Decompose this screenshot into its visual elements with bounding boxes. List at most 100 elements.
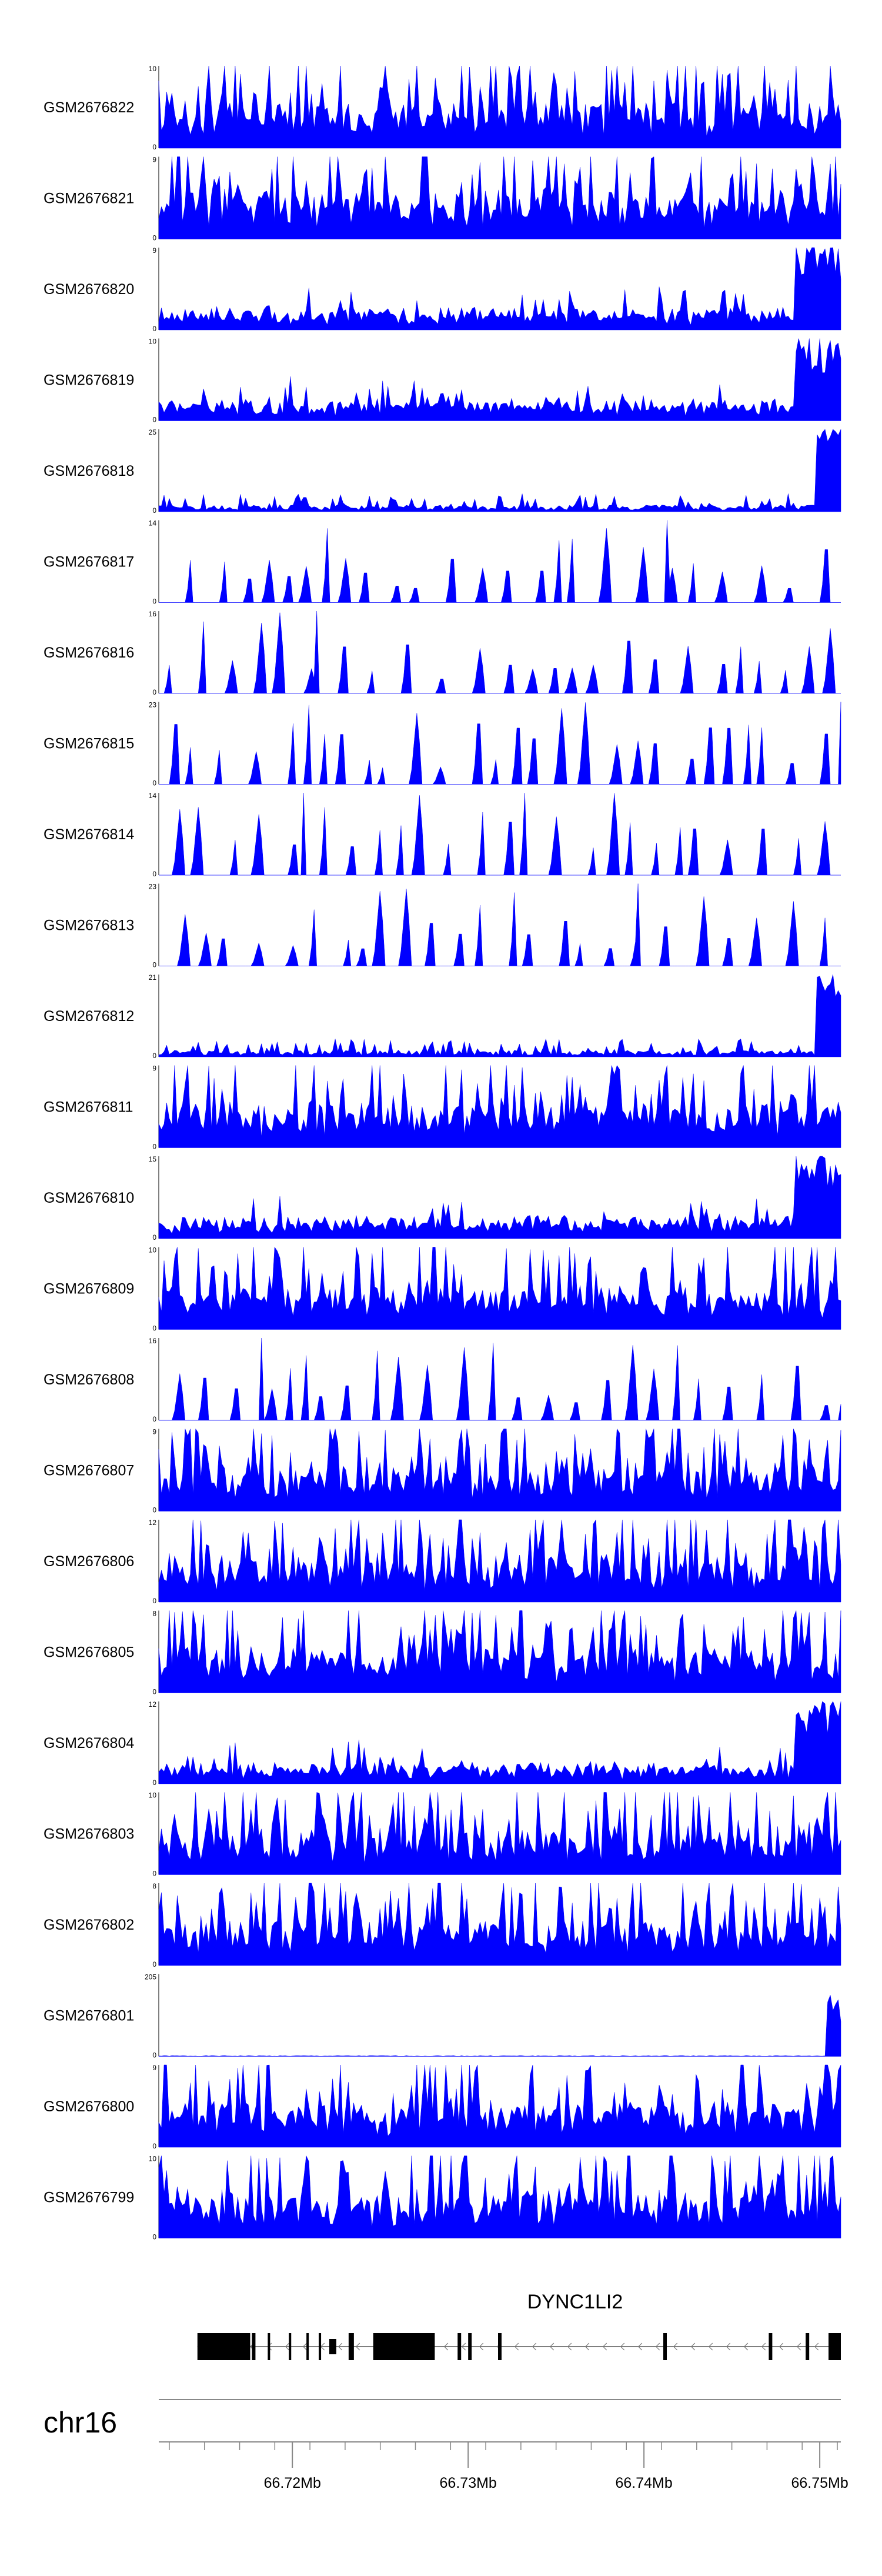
strand-arrow <box>690 2343 696 2351</box>
exon <box>289 2333 292 2360</box>
exon <box>498 2333 502 2360</box>
y-tick-zero: 0 <box>152 1233 156 1242</box>
exon <box>319 2333 322 2360</box>
coverage-area <box>158 1428 841 1511</box>
coverage-area <box>158 1519 841 1603</box>
y-tick-max: 25 <box>149 428 157 436</box>
gene-track: DYNC1LI2 <box>197 2291 841 2360</box>
strand-arrow <box>673 2343 678 2351</box>
exon <box>373 2333 435 2360</box>
track-GSM2676813: GSM2676813 23 0 <box>44 883 841 969</box>
strand-arrow <box>779 2343 784 2351</box>
strand-arrow <box>796 2343 801 2351</box>
track-label: GSM2676818 <box>44 463 134 479</box>
track-label: GSM2676820 <box>44 281 134 298</box>
y-tick-max: 10 <box>149 338 157 346</box>
y-tick-max: 10 <box>149 2155 157 2163</box>
track-GSM2676800: GSM2676800 9 0 <box>44 2064 841 2150</box>
y-tick-max: 16 <box>149 610 157 618</box>
x-tick-label: 66.74Mb <box>616 2475 673 2491</box>
track-GSM2676815: GSM2676815 23 0 <box>44 701 841 788</box>
y-tick-zero: 0 <box>152 1324 156 1333</box>
track-label: GSM2676800 <box>44 2098 134 2115</box>
coverage-area <box>158 1701 841 1784</box>
strand-arrow <box>479 2343 484 2351</box>
y-tick-max: 21 <box>149 973 157 982</box>
track-GSM2676808: GSM2676808 16 0 <box>44 1337 841 1423</box>
y-tick-max: 9 <box>152 1428 156 1436</box>
y-tick-max: 15 <box>149 1155 157 1163</box>
strand-arrow <box>602 2343 607 2351</box>
x-tick-label: 66.75Mb <box>791 2475 848 2491</box>
gene-name-label: DYNC1LI2 <box>527 2291 623 2313</box>
strand-arrow <box>814 2343 819 2351</box>
track-label: GSM2676802 <box>44 1917 134 1933</box>
y-tick-zero: 0 <box>152 688 156 696</box>
y-tick-max: 205 <box>145 1973 156 1981</box>
track-label: GSM2676813 <box>44 917 134 934</box>
track-GSM2676806: GSM2676806 12 0 <box>44 1519 841 1605</box>
y-tick-zero: 0 <box>152 1415 156 1423</box>
coverage-area <box>159 610 841 694</box>
exon <box>268 2333 270 2360</box>
track-GSM2676810: GSM2676810 15 0 <box>44 1155 841 1242</box>
track-GSM2676816: GSM2676816 16 0 <box>44 610 841 696</box>
strand-arrow <box>514 2343 519 2351</box>
y-tick-zero: 0 <box>152 143 156 151</box>
strand-arrow <box>708 2343 713 2351</box>
track-GSM2676814: GSM2676814 14 0 <box>44 792 841 878</box>
track-GSM2676817: GSM2676817 14 0 <box>44 519 841 606</box>
track-GSM2676805: GSM2676805 8 0 <box>44 1610 841 1696</box>
y-tick-zero: 0 <box>152 870 156 878</box>
strand-arrow <box>726 2343 731 2351</box>
track-label: GSM2676803 <box>44 1826 134 1843</box>
y-tick-max: 10 <box>149 1791 157 1800</box>
strand-arrow <box>443 2343 449 2351</box>
strand-arrow <box>285 2343 290 2351</box>
track-GSM2676819: GSM2676819 10 0 <box>44 338 841 424</box>
coverage-area <box>158 156 841 239</box>
x-tick-label: 66.72Mb <box>264 2475 321 2491</box>
coverage-area <box>158 1994 841 2057</box>
coverage-area <box>159 883 841 966</box>
track-label: GSM2676815 <box>44 736 134 752</box>
track-label: GSM2676821 <box>44 191 134 207</box>
y-tick-max: 23 <box>149 701 157 709</box>
track-label: GSM2676799 <box>44 2190 134 2206</box>
exon <box>252 2333 256 2360</box>
track-label: GSM2676807 <box>44 1463 134 1479</box>
track-label: GSM2676801 <box>44 2008 134 2024</box>
y-tick-zero: 0 <box>152 2051 156 2060</box>
exon <box>468 2333 472 2360</box>
y-tick-max: 9 <box>152 2064 156 2072</box>
exon <box>663 2333 667 2360</box>
y-tick-max: 23 <box>149 883 157 891</box>
y-tick-zero: 0 <box>152 1778 156 1787</box>
exon <box>306 2333 309 2360</box>
exon <box>769 2333 773 2360</box>
strand-arrow <box>461 2343 466 2351</box>
signal-tracks: GSM2676822100GSM267682190GSM267682090GSM… <box>44 65 841 2241</box>
coverage-area <box>158 1610 841 1693</box>
track-GSM2676799: GSM2676799 10 0 <box>44 2155 841 2241</box>
track-GSM2676802: GSM2676802 8 0 <box>44 1882 841 1968</box>
genome-axis: chr16 66.72Mb 66.73Mb 66.74Mb 66.75Mb <box>44 2399 848 2491</box>
y-tick-zero: 0 <box>152 234 156 242</box>
track-GSM2676820: GSM2676820 9 0 <box>44 246 841 333</box>
coverage-area <box>159 1337 841 1421</box>
track-label: GSM2676814 <box>44 826 134 843</box>
coverage-area <box>158 1065 841 1148</box>
coverage-area <box>158 1883 841 1966</box>
strand-arrow <box>637 2343 643 2351</box>
coverage-area <box>159 520 841 603</box>
coverage-area <box>158 1156 841 1239</box>
y-tick-max: 14 <box>149 519 157 528</box>
coverage-area <box>158 65 841 149</box>
y-tick-zero: 0 <box>152 1143 156 1151</box>
coverage-area <box>158 247 841 331</box>
coverage-area <box>158 429 841 512</box>
coverage-area <box>158 2155 841 2238</box>
track-label: GSM2676819 <box>44 372 134 389</box>
exon <box>806 2333 810 2360</box>
track-GSM2676821: GSM2676821 9 0 <box>44 156 841 242</box>
